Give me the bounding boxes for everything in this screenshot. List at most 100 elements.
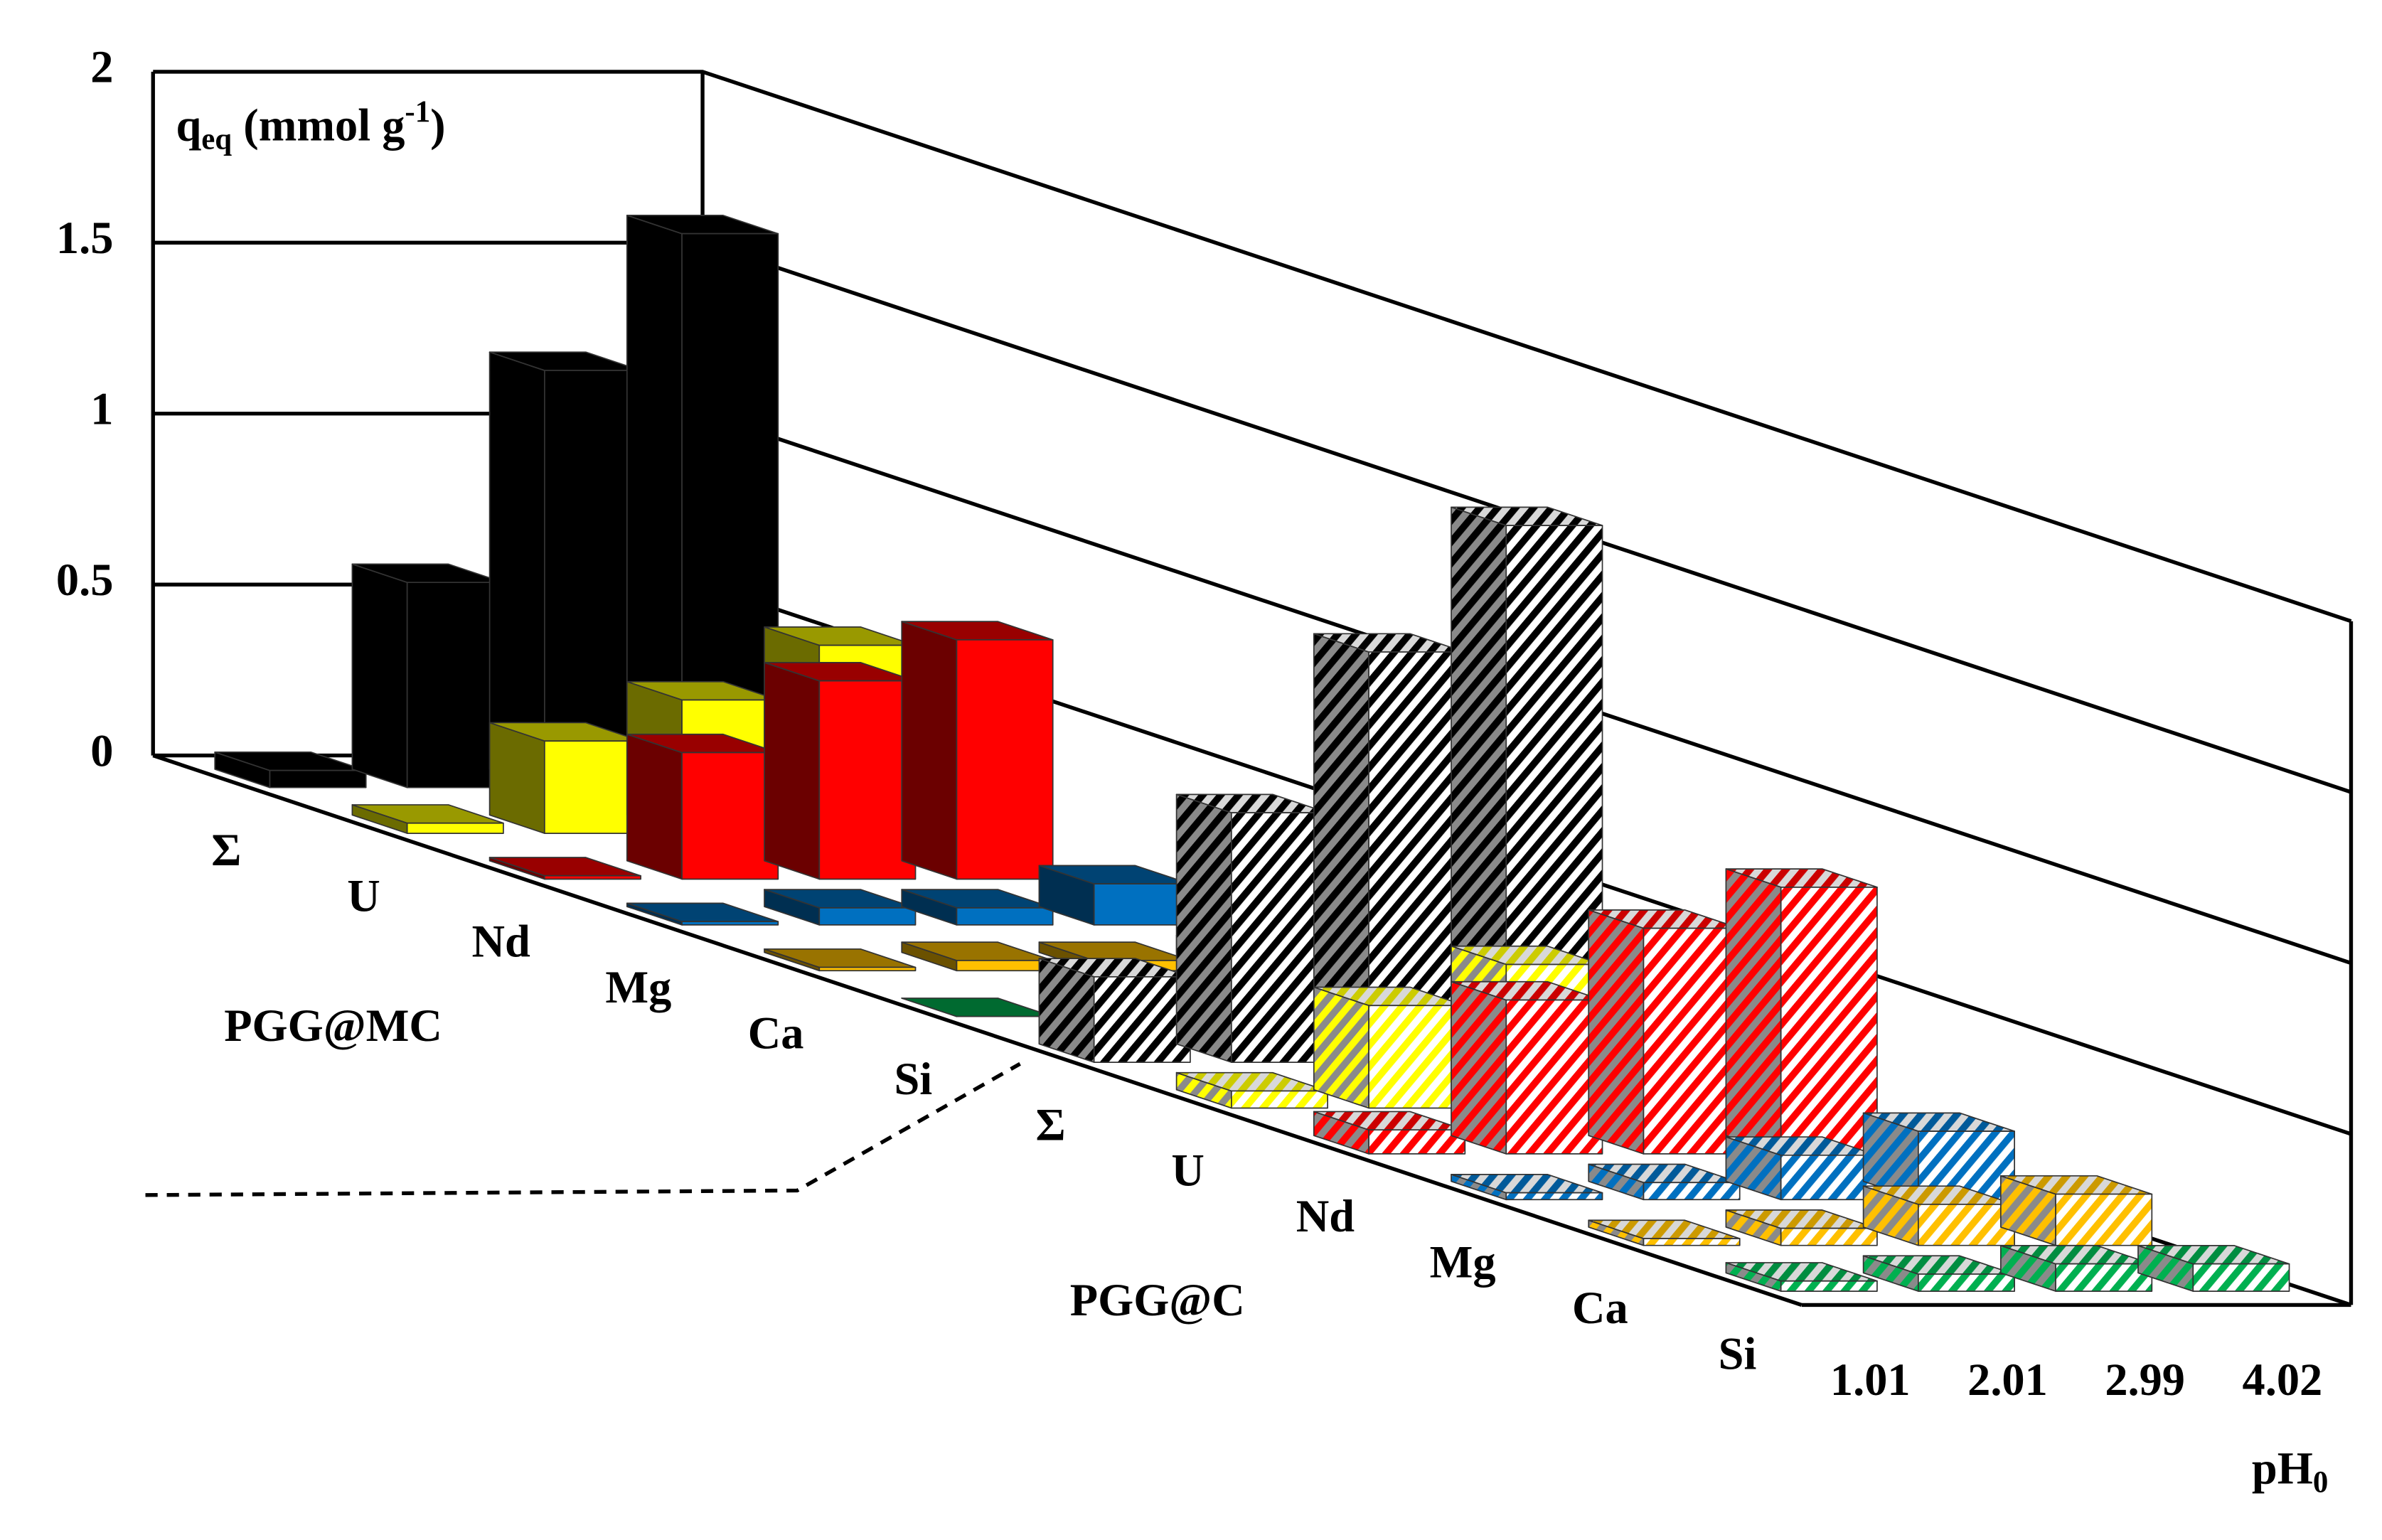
bar-front (1780, 1154, 1878, 1201)
row-label: Ca (1572, 1283, 1628, 1333)
bar (1588, 1163, 1741, 1201)
group-separator (145, 1062, 1021, 1197)
bar (1862, 1185, 2015, 1246)
group-label: PGG@C (1070, 1275, 1245, 1325)
x-tick-label: 2.99 (2105, 1354, 2185, 1405)
bar (901, 621, 1054, 880)
bar-front (1505, 999, 1603, 1155)
bars (214, 215, 2290, 1292)
bar-front (818, 680, 917, 880)
bar-front (1093, 883, 1191, 926)
x-tick-label: 1.01 (1830, 1354, 1911, 1405)
bar (214, 752, 367, 788)
row-label: Σ (211, 825, 241, 875)
bar-side (764, 662, 821, 880)
y-label-sub: eq (201, 123, 232, 156)
bar-front (1918, 1273, 2015, 1292)
bar (1588, 1219, 1741, 1246)
bar-front (956, 960, 1054, 972)
bar-side (1725, 868, 1782, 1155)
y-axis-label: qeq (mmol g-1) (176, 95, 445, 156)
bar (1451, 506, 1603, 1063)
x-label-main: pH (2252, 1443, 2313, 1493)
row-label: U (1171, 1145, 1205, 1196)
bar (1038, 865, 1191, 926)
bar-front (544, 875, 641, 880)
row-label: Σ (1035, 1099, 1065, 1150)
bar (1175, 793, 1328, 1063)
bar (1725, 868, 1878, 1155)
row-label: Si (1719, 1328, 1757, 1379)
bar (1862, 1255, 2015, 1292)
bar-front (269, 769, 367, 788)
y-label-main: q (176, 100, 201, 150)
bar-front (1368, 1005, 1466, 1109)
y-tick-label: 1.5 (56, 213, 114, 263)
bar (1175, 1071, 1328, 1109)
bar (626, 902, 779, 926)
bar (2137, 1245, 2290, 1292)
bar-front (1231, 812, 1328, 1063)
bar (488, 722, 641, 834)
x-tick-label: 4.02 (2243, 1354, 2323, 1405)
bar (1862, 1112, 2015, 1201)
row-label: Mg (1430, 1237, 1496, 1288)
bar (488, 351, 641, 788)
bar-front (1780, 1227, 1878, 1246)
bar-front (2055, 1263, 2153, 1292)
y-label-end: ) (430, 100, 445, 150)
bar (764, 889, 917, 926)
bar (351, 804, 504, 834)
bar-front (818, 907, 917, 926)
bar-side (1588, 909, 1645, 1155)
bar (488, 857, 641, 880)
row-label: Nd (1296, 1191, 1355, 1241)
bar (901, 941, 1054, 972)
bar (1038, 958, 1191, 1063)
bar-front (544, 740, 641, 834)
bar-side (1313, 986, 1369, 1109)
y-tick-label: 1 (90, 384, 113, 434)
bar (901, 889, 1054, 926)
bar (351, 563, 504, 788)
bar-front (681, 752, 779, 880)
bar (1451, 1174, 1603, 1201)
bar (1588, 909, 1741, 1155)
bar-front (406, 582, 504, 788)
bar (626, 733, 779, 880)
bar (626, 215, 779, 788)
bar (1313, 1111, 1466, 1155)
bar-front (1918, 1204, 2015, 1246)
bar-side (488, 722, 545, 834)
bar (1725, 1209, 1878, 1246)
row-label: Si (894, 1054, 932, 1104)
bar (1999, 1245, 2153, 1292)
bar-side (626, 733, 683, 880)
bar-front (956, 907, 1054, 926)
x-tick-label: 2.01 (1967, 1354, 2048, 1405)
y-tick-label: 0.5 (56, 555, 114, 605)
bar-side (1175, 793, 1232, 1063)
bar-side (901, 621, 958, 880)
bar-front (1780, 887, 1878, 1155)
bar-front (681, 921, 779, 926)
bar (1451, 980, 1603, 1155)
bar (1313, 986, 1466, 1109)
bar (764, 948, 917, 972)
bar-front (2192, 1263, 2290, 1292)
group-label: PGG@MC (224, 1000, 442, 1051)
bar-front (1643, 1182, 1741, 1201)
row-label: Nd (472, 916, 531, 967)
bar-front (956, 639, 1054, 880)
y-label-text: (mmol g (232, 100, 405, 150)
x-label-sub: 0 (2313, 1466, 2328, 1499)
y-tick-label: 0 (90, 725, 113, 776)
x-axis-label: pH0 (2252, 1443, 2328, 1499)
bar-side (351, 563, 408, 788)
row-label: Ca (748, 1008, 804, 1059)
bar-front (1643, 927, 1741, 1155)
bar-front (2055, 1193, 2153, 1246)
bar-front (1505, 1192, 1603, 1201)
